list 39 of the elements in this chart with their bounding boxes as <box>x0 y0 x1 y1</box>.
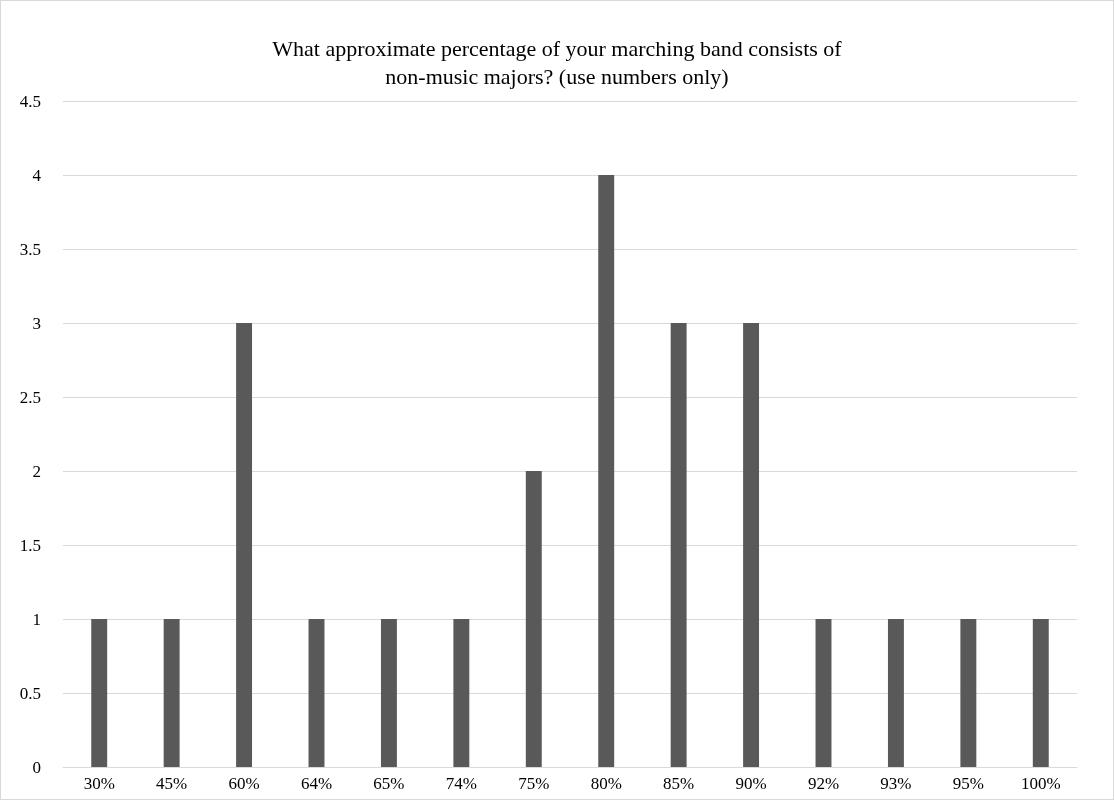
bar <box>960 619 977 767</box>
y-tick-label: 0 <box>32 757 41 777</box>
chart-title: What approximate percentage of your marching band consists of non-music majors? (use numbers only) <box>272 35 843 89</box>
y-tick-label: 0.5 <box>19 683 41 703</box>
x-tick-label: 60% <box>228 774 260 793</box>
bar <box>743 323 760 767</box>
x-tick-label: 92% <box>807 774 840 793</box>
x-tick-label: 85% <box>663 774 695 793</box>
y-tick-label: 1.5 <box>19 535 41 555</box>
x-tick-label: 74% <box>445 774 477 793</box>
bar <box>380 619 397 767</box>
x-tick-label: 95% <box>952 774 984 793</box>
x-tick-label: 64% <box>300 774 333 793</box>
x-tick-label: 75% <box>518 774 550 793</box>
bar <box>815 619 832 767</box>
x-tick-label: 100% <box>1020 774 1061 793</box>
y-tick-label: 4.5 <box>19 91 41 111</box>
y-tick-label: 1 <box>32 609 41 629</box>
x-tick-label: 30% <box>83 774 115 793</box>
bar <box>887 619 904 767</box>
bar <box>308 619 325 767</box>
x-tick-label: 90% <box>735 774 767 793</box>
y-tick-label: 3 <box>32 313 41 333</box>
y-tick-label: 2 <box>32 461 41 481</box>
bar <box>236 323 253 767</box>
x-tick-label: 80% <box>590 774 622 793</box>
bar <box>525 471 542 767</box>
bar <box>670 323 687 767</box>
y-tick-label: 2.5 <box>19 387 41 407</box>
bar <box>91 619 108 767</box>
bar <box>598 175 615 767</box>
bar <box>453 619 470 767</box>
x-tick-label: 93% <box>880 774 912 793</box>
x-tick-label: 65% <box>373 774 405 793</box>
y-tick-label: 4 <box>32 165 42 185</box>
bar <box>163 619 180 767</box>
bar <box>1032 619 1049 767</box>
y-tick-label: 3.5 <box>19 239 41 259</box>
x-tick-label: 45% <box>156 774 188 793</box>
